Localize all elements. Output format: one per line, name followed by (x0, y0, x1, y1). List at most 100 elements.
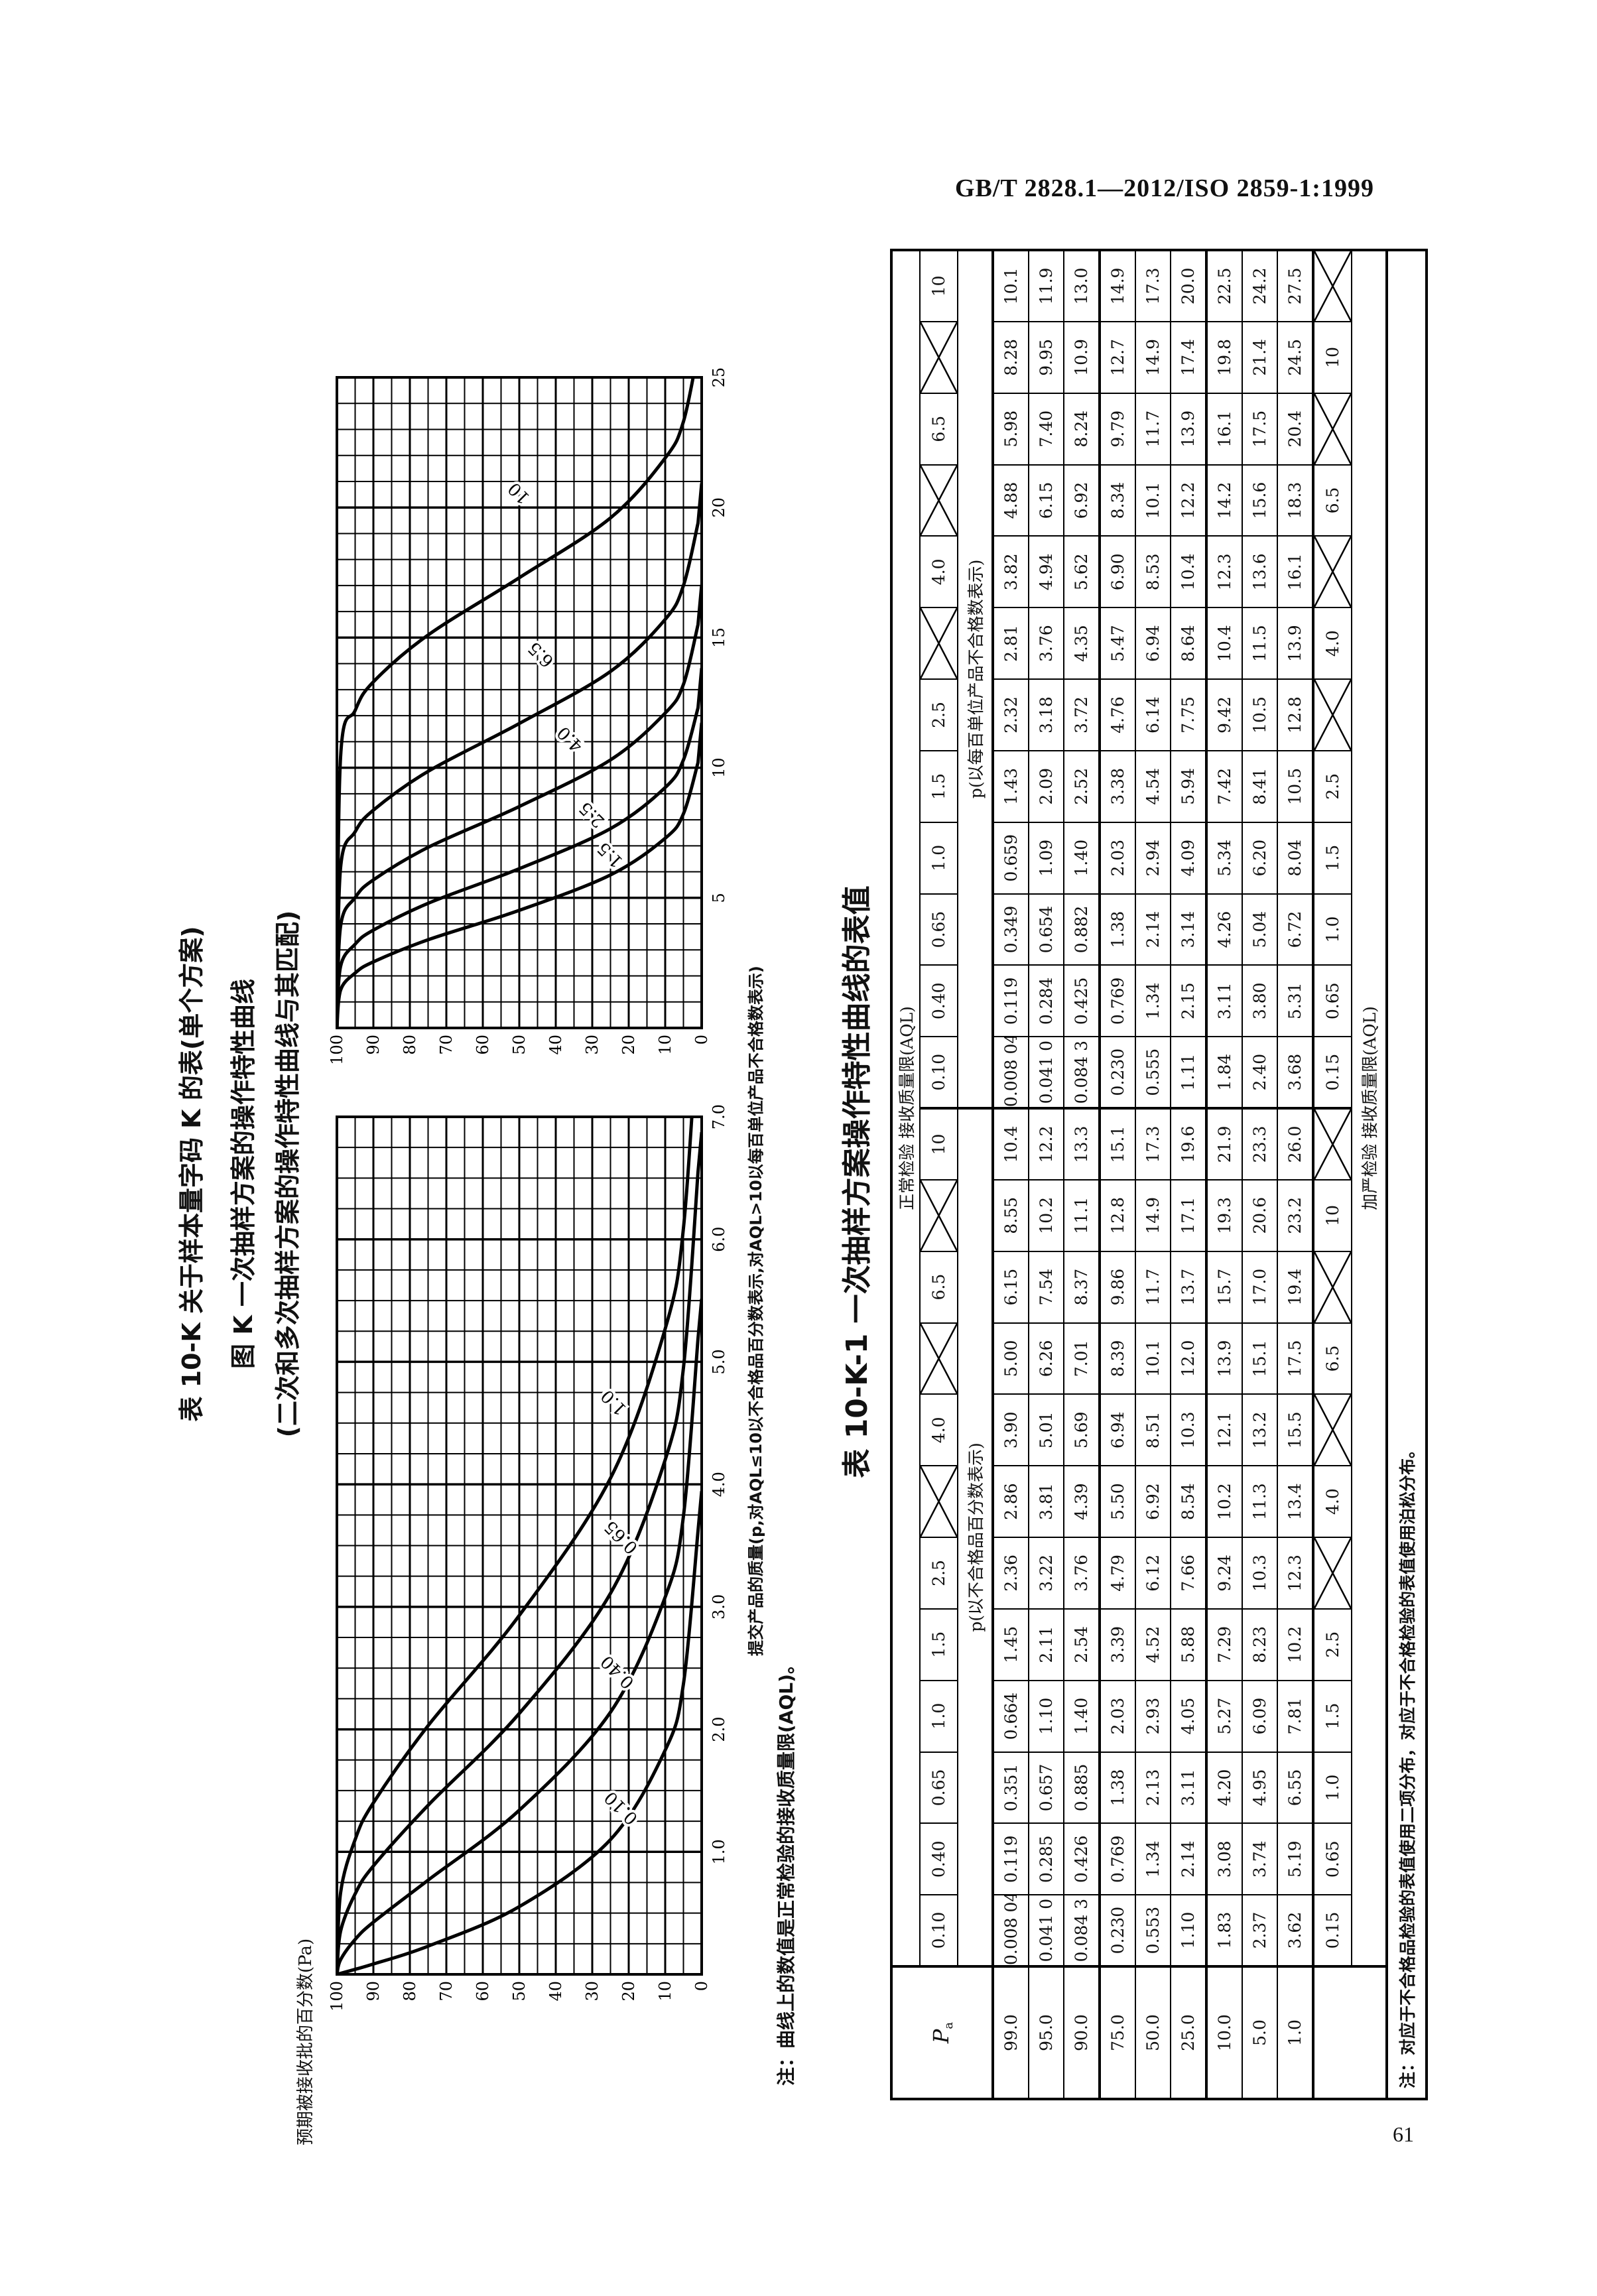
p-value-cell: 3.76 (1029, 607, 1064, 680)
p-value-cell: 10.4 (993, 1108, 1029, 1180)
x-tick-label: 6.0 (710, 1227, 728, 1252)
not-applicable-cross (920, 321, 958, 393)
table-row: 25.0 1.10 2.14 3.11 4.05 5.88 7.66 8.54 10.3 12.0… (1171, 249, 1206, 2099)
p-value-cell: 8.39 (1100, 1322, 1135, 1395)
p-value-cell: 8.24 (1064, 393, 1100, 465)
tightened-aql-cell: 0.65 (1313, 965, 1352, 1037)
x-tick-label: 3.0 (710, 1594, 728, 1620)
pa-value: 95.0 (1029, 1966, 1064, 2099)
tightened-aql-cell: 2.5 (1313, 1608, 1352, 1681)
p-value-cell: 0.553 (1135, 1895, 1171, 1966)
not-applicable-cross (920, 464, 958, 537)
p-value-cell: 1.10 (1029, 1680, 1064, 1752)
p-value-cell: 0.084 3 (1064, 1037, 1100, 1109)
p-value-cell: 5.19 (1277, 1823, 1313, 1895)
not-applicable-cross (1313, 1251, 1352, 1323)
p-value-cell: 13.4 (1277, 1466, 1313, 1538)
p-value-cell: 6.15 (1029, 464, 1064, 537)
p-value-cell: 4.76 (1100, 679, 1135, 751)
p-value-cell: 0.426 (1064, 1823, 1100, 1895)
tightened-aql-cell: 6.5 (1313, 1322, 1352, 1395)
p-value-cell: 4.52 (1135, 1608, 1171, 1681)
tightened-aql-cell: 1.5 (1313, 1680, 1352, 1752)
p-value-cell: 19.3 (1206, 1179, 1242, 1251)
normal-inspection-header: 正常检验 接收质量限(AQL) (891, 249, 920, 1966)
p-value-cell: 0.885 (1064, 1752, 1100, 1824)
p-value-cell: 13.0 (1064, 249, 1100, 322)
p-value-cell: 1.84 (1206, 1037, 1242, 1109)
p-value-cell: 19.8 (1206, 321, 1242, 393)
p-value-cell: 0.041 0 (1029, 1037, 1064, 1109)
plot-frame (336, 1116, 703, 1976)
p-value-cell: 12.2 (1029, 1108, 1064, 1180)
p-value-cell: 10.3 (1171, 1394, 1206, 1466)
aql-header-cell: 1.0 (920, 1680, 958, 1752)
tightened-header-row: 加严检验 接收质量限(AQL) (1352, 249, 1387, 2099)
p-value-cell: 12.2 (1171, 464, 1206, 537)
x-tick-label: 4.0 (710, 1472, 728, 1497)
p-value-cell: 11.7 (1135, 1251, 1171, 1323)
p-value-cell: 4.20 (1206, 1752, 1242, 1824)
oc-curve-0.65 (336, 1131, 702, 1974)
p-value-cell: 14.9 (1135, 321, 1171, 393)
aql-header-cell: 0.10 (920, 1037, 958, 1109)
curve-label: 1.0 (598, 1385, 631, 1419)
tightened-inspection-header: 加严检验 接收质量限(AQL) (1352, 249, 1387, 1966)
pa-value: 10.0 (1206, 1966, 1242, 2099)
pa-value: 75.0 (1100, 1966, 1135, 2099)
p-value-cell: 17.0 (1242, 1251, 1277, 1323)
y-tick-label: 50 (510, 1035, 529, 1055)
standard-number-header: GB/T 2828.1—2012/ISO 2859-1:1999 (955, 174, 1374, 202)
p-value-cell: 19.4 (1277, 1251, 1313, 1323)
p-value-cell: 4.26 (1206, 893, 1242, 966)
aql-header-cell: 2.5 (920, 679, 958, 751)
p-value-cell: 0.084 3 (1064, 1895, 1100, 1966)
p-value-cell: 2.93 (1135, 1680, 1171, 1752)
p-value-cell: 0.659 (993, 822, 1029, 894)
curve-label: 1.5 (594, 838, 627, 871)
p-value-cell: 10.2 (1277, 1608, 1313, 1681)
p-value-cell: 2.15 (1171, 965, 1206, 1037)
p-value-cell: 13.2 (1242, 1394, 1277, 1466)
oc-curve-6.5 (336, 483, 702, 1028)
p-value-cell: 12.8 (1100, 1179, 1135, 1251)
p-value-cell: 10.2 (1206, 1466, 1242, 1538)
p-value-cell: 1.09 (1029, 822, 1064, 894)
p-value-cell: 7.29 (1206, 1608, 1242, 1681)
p-value-cell: 0.349 (993, 893, 1029, 966)
p-value-cell: 1.40 (1064, 822, 1100, 894)
p-value-cell: 1.43 (993, 750, 1029, 822)
p-value-cell: 24.5 (1277, 321, 1313, 393)
p-value-cell: 0.654 (1029, 893, 1064, 966)
p-value-cell: 8.34 (1100, 464, 1135, 537)
pa-value: 25.0 (1171, 1966, 1206, 2099)
p-value-cell: 16.1 (1206, 393, 1242, 465)
p-value-cell: 2.11 (1029, 1608, 1064, 1681)
p-value-cell: 2.86 (993, 1466, 1029, 1538)
p-value-cell: 13.9 (1171, 393, 1206, 465)
not-applicable-cross (920, 1179, 958, 1251)
aql-header-cell: 0.10 (920, 1895, 958, 1966)
aql-header-cell: 0.40 (920, 1823, 958, 1895)
p-value-cell: 5.00 (993, 1322, 1029, 1395)
p-value-cell: 2.14 (1171, 1823, 1206, 1895)
p-value-cell: 3.22 (1029, 1537, 1064, 1609)
y-tick-label: 20 (619, 1981, 638, 2002)
y-tick-label: 60 (474, 1981, 492, 2002)
p-value-cell: 27.5 (1277, 249, 1313, 322)
p-value-cell: 7.66 (1171, 1537, 1206, 1609)
p-value-cell: 4.39 (1064, 1466, 1100, 1538)
oc-curve-4.0 (336, 584, 702, 1028)
tightened-aql-cell: 10 (1313, 321, 1352, 393)
p-value-cell: 7.81 (1277, 1680, 1313, 1752)
aql-header-cell: 1.0 (920, 822, 958, 894)
table-row: 90.0 0.084 3 0.426 0.885 1.40 2.54 3.76 4.39 5.6… (1064, 249, 1100, 2099)
p-value-cell: 8.55 (993, 1179, 1029, 1251)
p-value-cell: 5.62 (1064, 536, 1100, 608)
p-value-cell: 8.41 (1242, 750, 1277, 822)
p-value-cell: 10.4 (1171, 536, 1206, 608)
aql-header-cell: 0.40 (920, 965, 958, 1037)
p-value-cell: 11.7 (1135, 393, 1171, 465)
p-value-cell: 6.20 (1242, 822, 1277, 894)
oc-curve-2.5 (336, 668, 702, 1028)
